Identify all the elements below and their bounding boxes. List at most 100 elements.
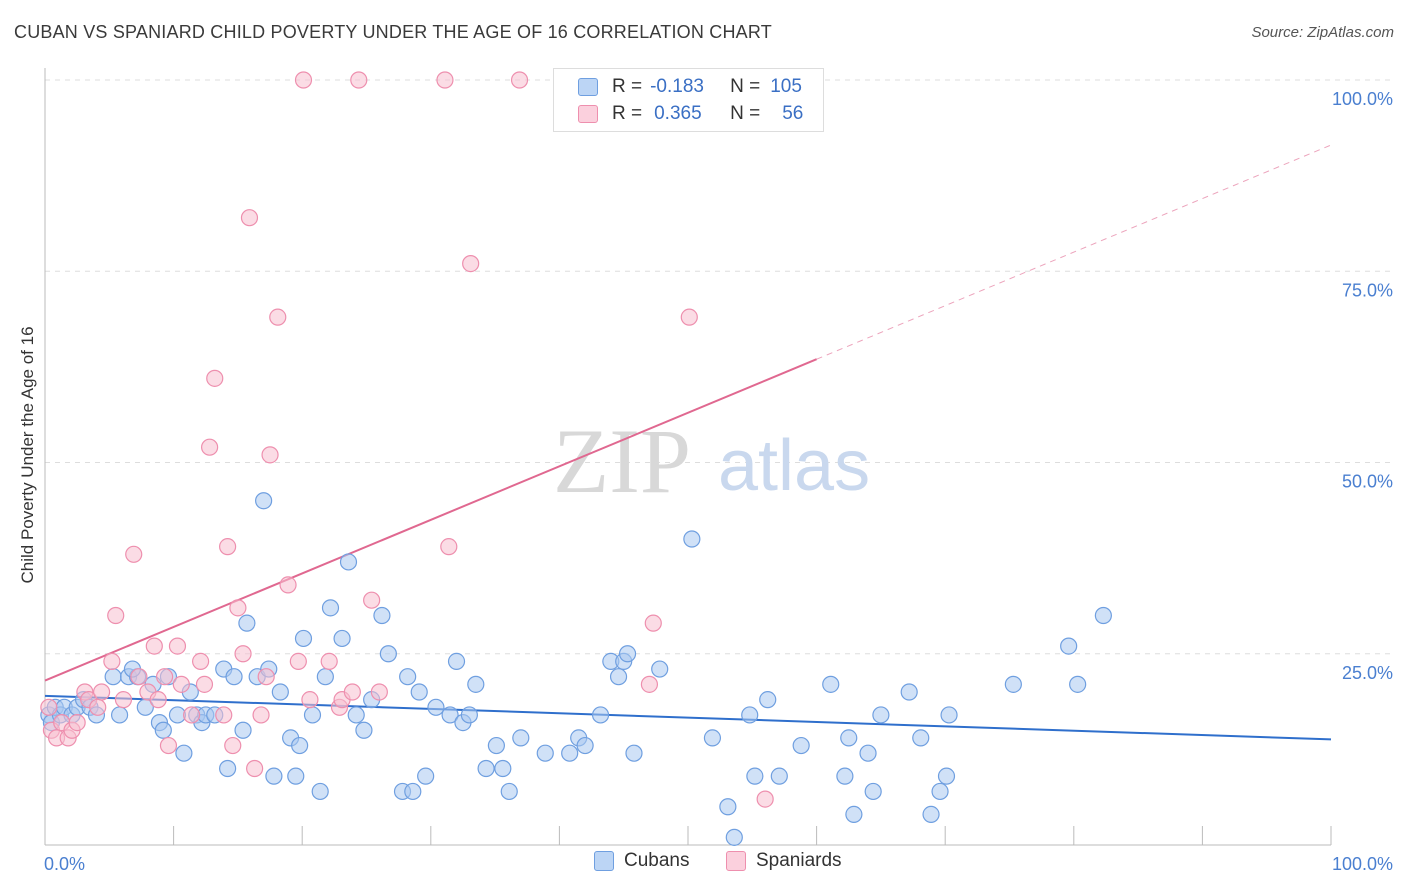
cuban-point xyxy=(291,736,309,755)
spaniard-swatch xyxy=(726,851,746,871)
cuban-point xyxy=(333,629,351,648)
spaniard-point xyxy=(40,698,58,716)
cuban-point xyxy=(725,828,743,846)
spaniard-point xyxy=(289,652,307,671)
cuban-point xyxy=(703,729,722,747)
spaniard-point xyxy=(215,706,233,724)
cuban-swatch xyxy=(578,78,598,96)
cuban-point xyxy=(399,668,417,686)
legend-row-spaniards: R = 0.365 N = 56 xyxy=(578,102,803,126)
r-label: R = xyxy=(612,76,643,97)
watermark-atlas: atlas xyxy=(718,426,870,506)
spaniard-point xyxy=(644,614,662,632)
cuban-point xyxy=(410,683,428,701)
legend-item-cubans: Cubans xyxy=(594,850,690,872)
spaniard-point xyxy=(130,668,148,686)
cuban-point xyxy=(303,706,322,724)
tick-labels: 25.0% 50.0% 75.0% 100.0% 0.0% 100.0% xyxy=(44,89,1393,874)
spaniard-point xyxy=(343,683,361,701)
cuban-point xyxy=(872,706,890,724)
legend-row-cubans: R = -0.183 N = 105 xyxy=(578,75,802,99)
spaniard-point xyxy=(192,652,210,671)
spaniard-point xyxy=(510,71,529,89)
cuban-point xyxy=(1094,606,1112,625)
spaniard-point xyxy=(107,606,125,625)
grid-lines xyxy=(45,79,1392,655)
cuban-point xyxy=(219,759,237,778)
spaniard-point xyxy=(252,706,270,724)
spaniard-point xyxy=(680,308,698,326)
spaniard-point xyxy=(172,675,190,693)
x-tick-label: 0.0% xyxy=(44,854,85,874)
spaniard-points xyxy=(40,71,774,808)
spaniard-point xyxy=(436,71,454,89)
cuban-point xyxy=(840,729,858,747)
spaniard-point xyxy=(363,591,381,609)
cuban-swatch xyxy=(594,851,614,871)
cuban-point xyxy=(591,706,610,724)
spaniard-point xyxy=(103,652,121,671)
n-value: 105 xyxy=(770,76,802,97)
cuban-point xyxy=(770,767,788,785)
cuban-point xyxy=(792,736,810,755)
y-tick-label: 75.0% xyxy=(1342,280,1393,300)
cuban-point xyxy=(441,706,459,724)
spaniard-point xyxy=(68,713,86,732)
cuban-point xyxy=(759,691,777,709)
spaniard-point xyxy=(246,759,264,778)
cuban-point xyxy=(609,668,628,686)
cuban-point xyxy=(460,706,478,724)
spaniard-point xyxy=(261,446,279,464)
spaniard-point xyxy=(125,545,143,563)
cuban-point xyxy=(294,629,313,648)
cuban-point xyxy=(154,721,172,739)
cuban-point xyxy=(536,744,554,762)
cuban-point xyxy=(561,744,579,762)
x-tick-label: 100.0% xyxy=(1332,854,1393,874)
cuban-point xyxy=(255,492,273,510)
cuban-point xyxy=(900,683,918,701)
spaniard-point xyxy=(440,538,458,556)
cuban-point xyxy=(940,706,958,724)
spaniard-point xyxy=(756,790,774,808)
legend-label-spaniards: Spaniards xyxy=(756,850,842,871)
spaniard-point xyxy=(240,209,259,227)
cuban-point xyxy=(234,721,252,739)
cuban-point xyxy=(845,805,863,824)
cuban-point xyxy=(339,553,358,571)
cuban-point xyxy=(355,721,373,739)
cuban-point xyxy=(373,606,391,625)
cuban-point xyxy=(238,614,256,632)
spaniard-point xyxy=(89,698,107,716)
spaniard-point xyxy=(640,675,659,693)
spaniard-swatch xyxy=(578,105,598,123)
cuban-point xyxy=(618,645,637,663)
spaniard-point xyxy=(183,706,201,724)
cuban-point xyxy=(404,782,422,801)
spaniard-point xyxy=(114,691,133,709)
cuban-point xyxy=(836,767,854,785)
cuban-point xyxy=(104,668,122,686)
cuban-point xyxy=(271,683,289,701)
spaniard-point xyxy=(201,438,219,456)
cuban-point xyxy=(225,668,243,686)
cuban-point xyxy=(1069,675,1087,693)
spaniard-point xyxy=(462,255,480,273)
y-tick-label: 50.0% xyxy=(1342,472,1393,492)
spaniard-point xyxy=(229,599,247,617)
cuban-point xyxy=(427,698,445,716)
r-value: 0.365 xyxy=(654,103,702,124)
spaniard-point xyxy=(149,691,167,709)
spaniard-point xyxy=(269,308,287,326)
cuban-point xyxy=(822,675,840,693)
spaniard-point xyxy=(92,683,111,701)
r-value: -0.183 xyxy=(650,76,704,97)
cuban-point xyxy=(494,759,512,778)
spaniard-point xyxy=(320,652,338,671)
cuban-point xyxy=(477,759,495,778)
cuban-point xyxy=(1060,637,1078,655)
cuban-point xyxy=(651,660,669,678)
cuban-point xyxy=(576,736,594,755)
cuban-point xyxy=(512,729,530,747)
cuban-point xyxy=(625,744,643,762)
